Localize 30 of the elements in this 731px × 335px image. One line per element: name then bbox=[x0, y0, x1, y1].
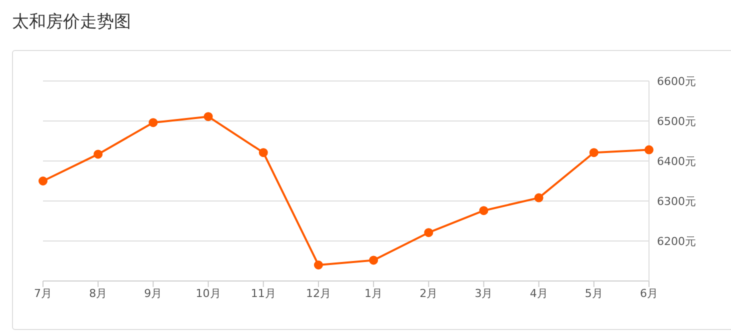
point bbox=[258, 148, 268, 158]
point bbox=[644, 145, 654, 154]
point bbox=[369, 256, 378, 265]
y-tick-label: 6600元 bbox=[657, 74, 696, 88]
x-tick-label: 11月 bbox=[250, 286, 276, 300]
point bbox=[94, 150, 103, 159]
point bbox=[148, 118, 158, 128]
x-tick-label: 1月 bbox=[364, 286, 383, 300]
x-tick-label: 8月 bbox=[89, 286, 108, 300]
chart-title: 太和房价走势图 bbox=[12, 11, 131, 33]
point bbox=[534, 193, 544, 202]
x-tick-label: 2月 bbox=[420, 286, 438, 300]
x-tick-label: 3月 bbox=[474, 286, 493, 300]
point bbox=[38, 176, 48, 186]
point bbox=[314, 260, 323, 270]
point bbox=[204, 112, 213, 122]
x-tick-label: 7月 bbox=[34, 286, 52, 300]
x-tick-label: 9月 bbox=[144, 286, 162, 300]
point bbox=[589, 148, 598, 158]
y-tick-label: 6300元 bbox=[657, 194, 696, 208]
point bbox=[424, 228, 434, 238]
x-tick-label: 6月 bbox=[640, 286, 658, 300]
x-tick-label: 10月 bbox=[196, 286, 221, 300]
x-tick-label: 5月 bbox=[584, 286, 603, 300]
x-tick-label: 4月 bbox=[530, 286, 548, 300]
point bbox=[479, 206, 488, 216]
y-tick-label: 6500元 bbox=[657, 114, 696, 128]
y-tick-label: 6400元 bbox=[657, 154, 696, 168]
y-tick-label: 6200元 bbox=[657, 234, 696, 248]
x-tick-label: 12月 bbox=[306, 286, 331, 300]
